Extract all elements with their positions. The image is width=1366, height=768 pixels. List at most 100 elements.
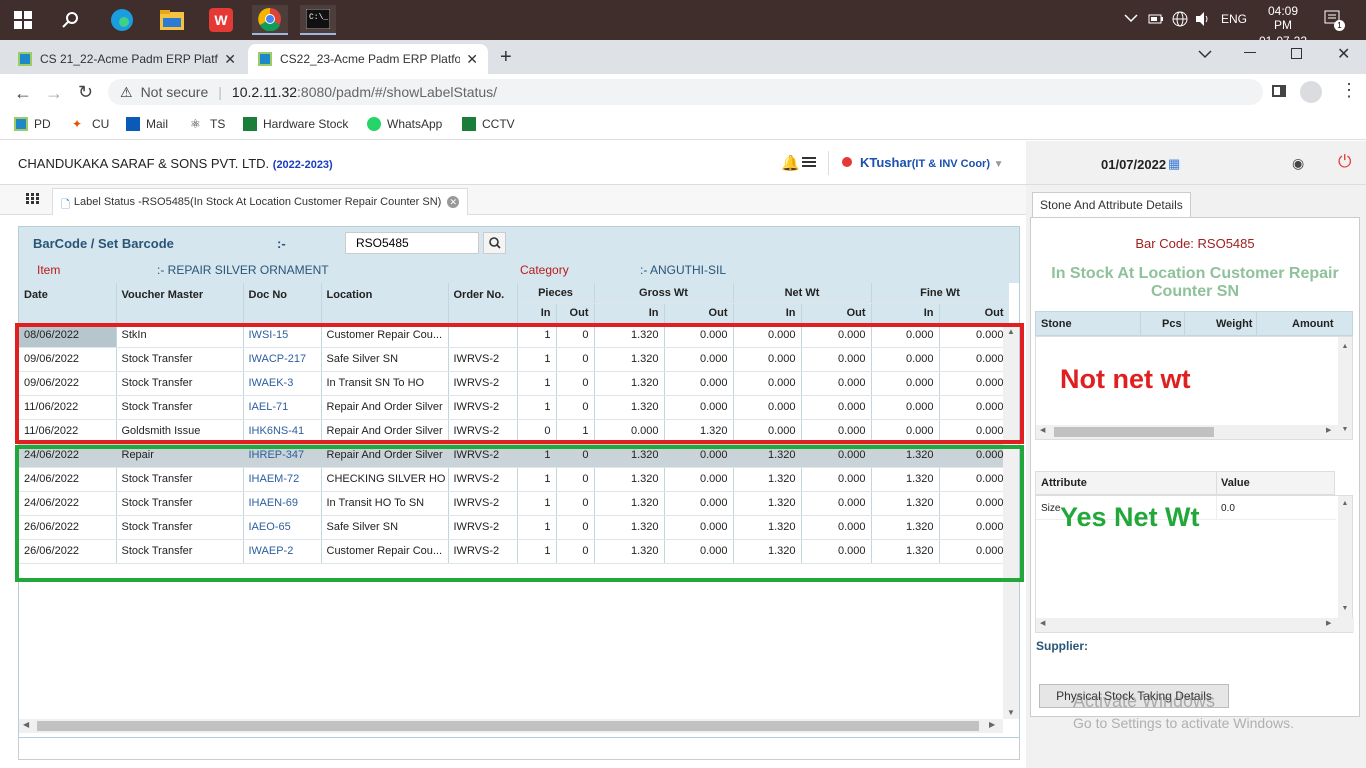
power-icon[interactable]: ⏻: [1338, 152, 1352, 171]
table-row[interactable]: 09/06/2022 Stock Transfer IWACP-217 Safe Si…: [19, 347, 1009, 372]
col-weight[interactable]: Weight: [1216, 318, 1253, 330]
close-window-icon[interactable]: ✕: [1337, 46, 1351, 63]
not-secure-label[interactable]: Not secure: [140, 84, 209, 100]
bookmark-ts[interactable]: ⚛ TS: [190, 117, 225, 131]
warning-icon[interactable]: ⚠: [120, 83, 133, 100]
col-pieces-out[interactable]: Out: [556, 303, 595, 324]
barcode-input[interactable]: [345, 232, 479, 254]
chrome-icon[interactable]: [252, 5, 288, 35]
chevron-up-icon[interactable]: [1124, 12, 1138, 26]
col-voucher-master[interactable]: Voucher Master: [116, 283, 244, 324]
table-row[interactable]: 08/06/2022 StkIn IWSI-15 Customer Repair Co…: [19, 323, 1009, 348]
cell-doc[interactable]: IAEO-65: [243, 515, 322, 540]
windows-start-icon[interactable]: [8, 5, 38, 35]
col-pcs[interactable]: Pcs: [1162, 318, 1182, 330]
col-gross-in[interactable]: In: [594, 303, 665, 324]
cell-doc[interactable]: IWAEP-2: [243, 539, 322, 564]
close-tab-icon[interactable]: ✕: [224, 50, 236, 67]
close-tab-icon[interactable]: ✕: [466, 50, 478, 67]
col-net-in[interactable]: In: [733, 303, 802, 324]
col-pieces-in[interactable]: In: [517, 303, 557, 324]
page-tab-label-status[interactable]: 🗋 Label Status -RSO5485(In Stock At Loca…: [52, 188, 469, 215]
col-gross-out[interactable]: Out: [664, 303, 734, 324]
back-arrow-icon[interactable]: ←: [14, 83, 32, 103]
list-icon[interactable]: [802, 157, 816, 167]
bell-icon[interactable]: 🔔: [781, 155, 800, 172]
stone-grid-vscroll[interactable]: ▲ ▼: [1338, 337, 1352, 439]
edge-browser-icon[interactable]: [107, 5, 137, 35]
col-fine-in[interactable]: In: [871, 303, 940, 324]
col-doc-no[interactable]: Doc No: [243, 283, 322, 324]
terminal-icon[interactable]: C:\_: [300, 5, 336, 35]
col-stone[interactable]: Stone: [1041, 318, 1072, 330]
table-row[interactable]: 26/06/2022 Stock Transfer IAEO-65 Safe Silv…: [19, 515, 1009, 540]
bookmark-cu[interactable]: ✦ CU: [72, 117, 109, 131]
attribute-row[interactable]: Size 0.0: [1036, 496, 1336, 520]
notification-icon[interactable]: 1: [1324, 10, 1345, 31]
menu-kebab-icon[interactable]: ⋮: [1340, 80, 1358, 100]
side-panel-icon[interactable]: [1272, 85, 1286, 97]
reload-icon[interactable]: ↻: [78, 82, 94, 102]
bookmark-hardware-stock[interactable]: Hardware Stock: [243, 117, 348, 131]
stone-grid-hscroll[interactable]: ◀ ▶: [1036, 425, 1340, 439]
col-gross-wt[interactable]: Gross Wt: [594, 283, 734, 304]
col-net-wt[interactable]: Net Wt: [733, 283, 872, 304]
table-row[interactable]: 11/06/2022 Stock Transfer IAEL-71 Repair An…: [19, 395, 1009, 420]
file-explorer-icon[interactable]: [157, 5, 187, 35]
col-value[interactable]: Value: [1221, 477, 1250, 489]
close-page-tab-icon[interactable]: ✕: [447, 196, 460, 208]
profile-avatar-icon[interactable]: [1300, 81, 1322, 103]
physical-stock-taking-button[interactable]: Physical Stock Taking Details: [1039, 684, 1229, 708]
cell-doc[interactable]: IAEL-71: [243, 395, 322, 420]
col-location[interactable]: Location: [321, 283, 449, 324]
col-fine-wt[interactable]: Fine Wt: [871, 283, 1009, 304]
new-tab-icon[interactable]: +: [500, 46, 512, 68]
cell-doc[interactable]: IHAEM-72: [243, 467, 322, 492]
url-host[interactable]: 10.2.11.32: [231, 84, 298, 100]
col-order-no[interactable]: Order No.: [448, 283, 518, 324]
attribute-grid-vscroll[interactable]: ▲ ▼: [1338, 496, 1352, 618]
search-icon[interactable]: [56, 5, 86, 35]
forward-arrow-icon[interactable]: →: [45, 83, 63, 103]
browser-tab-1[interactable]: CS 21_22-Acme Padm ERP Platfor ✕: [8, 44, 246, 74]
eye-slash-icon[interactable]: ◉: [1292, 155, 1305, 171]
attribute-grid-hscroll[interactable]: ◀ ▶: [1036, 618, 1354, 632]
globe-icon[interactable]: [1172, 11, 1188, 30]
user-menu[interactable]: KTushar(IT & INV Coor) ▼: [860, 155, 1004, 170]
wps-office-icon[interactable]: W: [206, 5, 236, 35]
table-row[interactable]: 26/06/2022 Stock Transfer IWAEP-2 Customer …: [19, 539, 1009, 564]
bookmark-mail[interactable]: Mail: [126, 117, 168, 131]
table-row[interactable]: 24/06/2022 Stock Transfer IHAEN-69 In Trans…: [19, 491, 1009, 516]
tab-search-chevron-icon[interactable]: [1198, 48, 1212, 62]
bookmark-cctv[interactable]: CCTV: [462, 117, 515, 131]
col-pieces[interactable]: Pieces: [517, 283, 595, 304]
cell-doc[interactable]: IWSI-15: [243, 323, 322, 348]
col-net-out[interactable]: Out: [801, 303, 872, 324]
url-path[interactable]: :8080/padm/#/showLabelStatus/: [297, 84, 498, 100]
language-indicator[interactable]: ENG: [1221, 12, 1248, 26]
restore-icon[interactable]: [1291, 48, 1302, 59]
address-bar[interactable]: ⚠ Not secure | 10.2.11.32:8080/padm/#/sh…: [108, 79, 1263, 105]
bookmark-pd[interactable]: PD: [14, 117, 51, 131]
table-row[interactable]: 24/06/2022 Stock Transfer IHAEM-72 CHECKING…: [19, 467, 1009, 492]
tab-stone-attribute-details[interactable]: Stone And Attribute Details: [1032, 192, 1191, 218]
grid-horizontal-scrollbar[interactable]: ◀ ▶: [19, 719, 1003, 733]
minimize-icon[interactable]: [1244, 52, 1256, 53]
grid-menu-icon[interactable]: [26, 193, 40, 208]
col-amount[interactable]: Amount: [1292, 318, 1334, 330]
cell-doc[interactable]: IWACP-217: [243, 347, 322, 372]
col-date[interactable]: Date: [19, 283, 117, 324]
cell-doc[interactable]: IWAEK-3: [243, 371, 322, 396]
col-fine-out[interactable]: Out: [939, 303, 1009, 324]
battery-icon[interactable]: [1148, 13, 1164, 28]
table-row[interactable]: 09/06/2022 Stock Transfer IWAEK-3 In Transi…: [19, 371, 1009, 396]
grid-vertical-scrollbar[interactable]: ▲ ▼: [1003, 327, 1019, 719]
bookmark-whatsapp[interactable]: WhatsApp: [367, 117, 442, 131]
cell-doc[interactable]: IHAEN-69: [243, 491, 322, 516]
scroll-thumb[interactable]: [37, 721, 979, 731]
col-attribute[interactable]: Attribute: [1041, 477, 1087, 489]
header-date[interactable]: 01/07/2022: [1101, 157, 1167, 172]
browser-tab-2[interactable]: CS22_23-Acme Padm ERP Platfor ✕: [248, 44, 488, 74]
barcode-search-button[interactable]: [483, 232, 506, 254]
calendar-icon[interactable]: ▦: [1168, 156, 1181, 171]
